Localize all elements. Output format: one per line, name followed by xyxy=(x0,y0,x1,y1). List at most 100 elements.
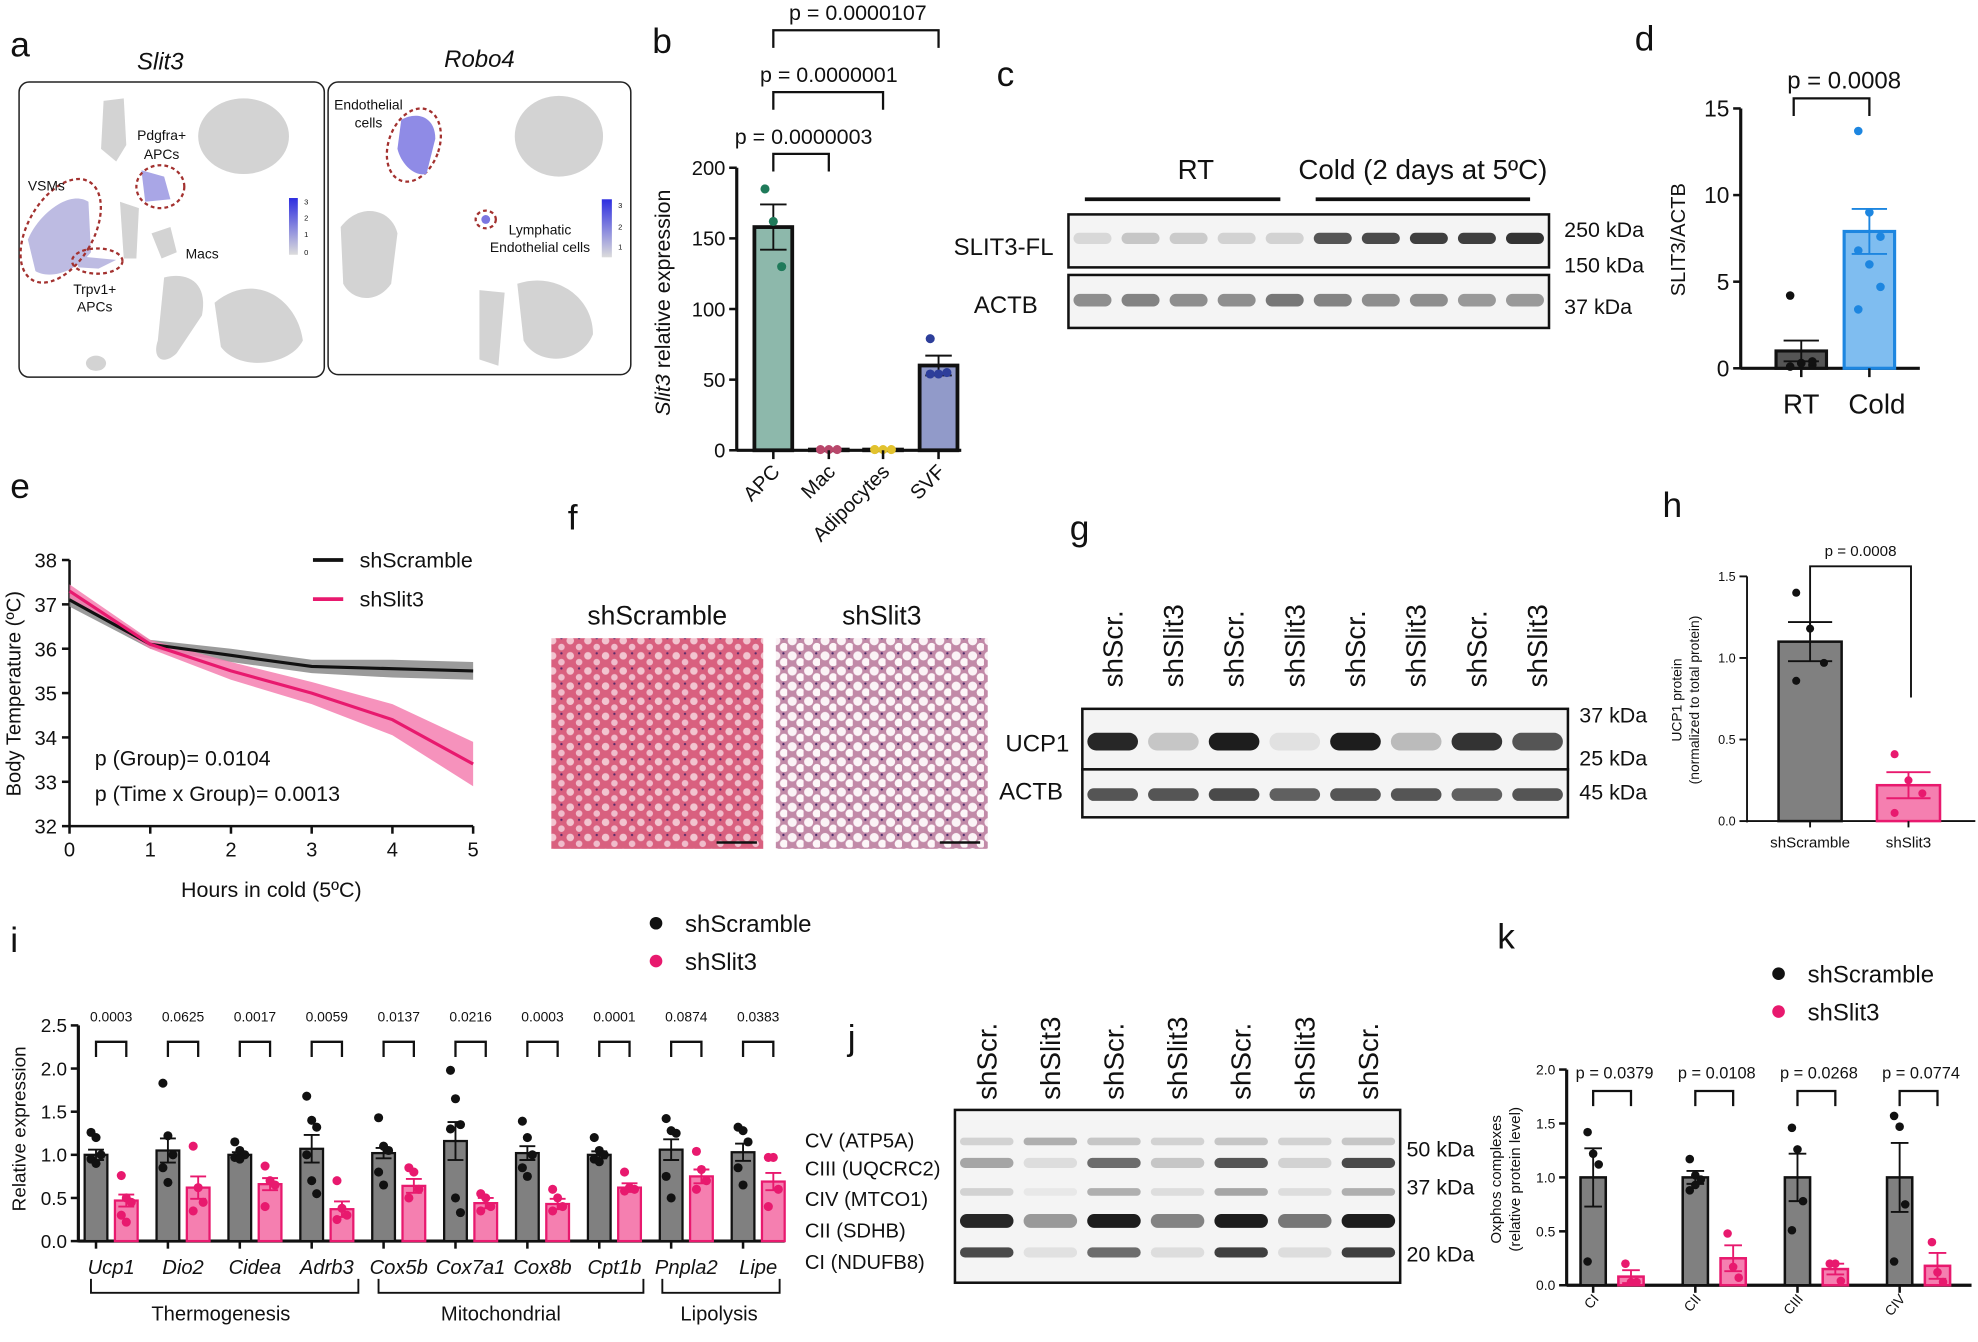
blot-band xyxy=(1150,1137,1205,1146)
data-point xyxy=(1890,750,1899,759)
data-point xyxy=(824,445,834,455)
panel-letter-k: k xyxy=(1497,917,1515,956)
blot-band xyxy=(1150,1188,1205,1196)
robo4-umap-title: Robo4 xyxy=(444,46,515,73)
x-tick-label: Cox8b xyxy=(513,1257,571,1279)
data-point xyxy=(1621,1259,1630,1268)
y-axis-label: UCP1 protein xyxy=(1668,658,1684,741)
y-tick-label: 2.5 xyxy=(41,1016,67,1037)
data-point xyxy=(481,1193,491,1203)
y-axis-label: (relative protein level) xyxy=(1507,1107,1524,1252)
x-tick-label: RT xyxy=(1783,389,1820,420)
data-point xyxy=(1792,676,1801,685)
y-tick-label: 10 xyxy=(1704,182,1729,208)
actb-row-label: ACTB xyxy=(999,779,1063,806)
data-point xyxy=(1853,126,1863,136)
data-point xyxy=(886,445,896,455)
data-point xyxy=(455,1208,466,1218)
y-tick-label: 100 xyxy=(692,299,726,321)
data-point xyxy=(558,1202,568,1212)
data-point xyxy=(1876,232,1885,241)
slit3-colorbar xyxy=(288,198,298,255)
data-point xyxy=(1865,260,1874,269)
blot-band xyxy=(1217,293,1256,307)
significance-bracket xyxy=(1796,1089,1837,1107)
data-point xyxy=(773,1184,783,1194)
y-tick-label: 1.0 xyxy=(1536,1169,1556,1185)
blot-band xyxy=(1087,1157,1141,1168)
data-point xyxy=(620,1186,630,1196)
data-point xyxy=(1728,1262,1738,1272)
endothelial-label: Endothelial xyxy=(334,97,403,113)
endothelial-cells-label: cells xyxy=(355,114,383,130)
data-point xyxy=(1594,1160,1603,1169)
data-point xyxy=(158,1078,168,1088)
blot-band xyxy=(1278,1157,1332,1168)
blot-band xyxy=(1278,1247,1332,1258)
data-point xyxy=(661,1114,671,1124)
legend-marker xyxy=(649,916,663,930)
lane-label: shSlit3 xyxy=(1522,604,1553,687)
data-point xyxy=(832,445,842,455)
p-value-label: p = 0.0774 xyxy=(1882,1064,1960,1082)
legend-label: shSlit3 xyxy=(685,949,757,976)
data-point xyxy=(594,1157,604,1167)
data-point xyxy=(270,1180,280,1190)
row-label-ci: CI (NDUFB8) xyxy=(805,1252,925,1274)
data-point xyxy=(1588,1149,1598,1158)
y-tick-label: 1.5 xyxy=(41,1103,67,1124)
data-point xyxy=(1918,789,1927,798)
data-point xyxy=(337,1203,347,1213)
data-point xyxy=(455,1120,466,1130)
robo4-colorbar-ticks: 3 2 1 xyxy=(618,201,622,252)
data-point xyxy=(517,1163,527,1173)
blot-band xyxy=(1361,232,1400,245)
robo4-umap-labels: Endothelial cells Lymphatic Endothelial … xyxy=(334,97,590,256)
category-group-bracket xyxy=(377,1278,645,1294)
y-tick-label: 0 xyxy=(714,441,725,463)
bar xyxy=(1681,1176,1710,1287)
blot-band xyxy=(1409,232,1448,245)
legend-marker xyxy=(1772,1005,1785,1018)
kda-marker: 45 kDa xyxy=(1579,781,1647,805)
data-point xyxy=(91,1133,101,1143)
endothelial-cluster xyxy=(397,115,436,175)
data-point xyxy=(450,1193,461,1203)
blot-band xyxy=(1341,1247,1396,1258)
blot-band xyxy=(1087,1213,1141,1228)
blot-band xyxy=(1208,732,1260,751)
blot-band xyxy=(1269,788,1321,801)
macs-label: Macs xyxy=(186,246,219,262)
legend-label: shScramble xyxy=(685,911,811,938)
significance-bracket xyxy=(772,90,885,110)
lane-label: shScr. xyxy=(1461,610,1492,687)
significance-bracket xyxy=(598,1040,631,1057)
data-point xyxy=(1691,1180,1700,1190)
kda-marker: 20 kDa xyxy=(1406,1242,1474,1266)
category-group-bracket xyxy=(90,1278,360,1294)
blot-band xyxy=(1150,1247,1205,1258)
lane-label: shScr. xyxy=(1340,610,1371,687)
data-point xyxy=(307,1176,317,1186)
bar xyxy=(371,1151,397,1243)
data-point xyxy=(163,1177,173,1187)
blot-band xyxy=(1330,788,1381,801)
data-point xyxy=(671,1128,681,1138)
data-point xyxy=(1696,1175,1706,1184)
panel-letter-f: f xyxy=(568,499,578,538)
legend-marker xyxy=(1772,967,1785,981)
blot-band xyxy=(1330,732,1381,751)
blot-band xyxy=(1214,1188,1268,1196)
blot-band xyxy=(959,1137,1014,1146)
legend-label: shScramble xyxy=(360,549,473,573)
data-point xyxy=(91,1158,101,1168)
panel-letter-e: e xyxy=(10,467,30,506)
category-group-label: Thermogenesis xyxy=(151,1304,290,1326)
legend-label: shSlit3 xyxy=(1808,999,1880,1026)
data-point xyxy=(312,1189,322,1199)
panel-f-histology: shScramble shSlit3 xyxy=(551,600,988,849)
blot-band xyxy=(1150,1157,1205,1168)
data-point xyxy=(1793,1145,1802,1154)
robo4-umap-clusters xyxy=(340,95,604,366)
